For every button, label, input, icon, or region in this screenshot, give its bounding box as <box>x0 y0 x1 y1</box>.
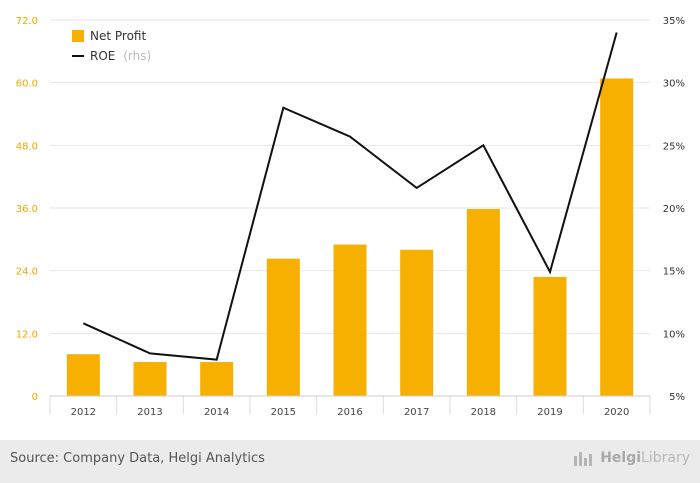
roe-line <box>82 32 618 361</box>
footer: Source: Company Data, Helgi Analytics He… <box>0 440 700 483</box>
axes: 0 12.0 24.0 36.0 48.0 60.0 72.0 5% 10% 15% 20% 25% 3… <box>16 16 685 418</box>
helgi-library-logo: Helgi Library <box>574 450 690 466</box>
net-profit-bars <box>66 78 634 396</box>
net-profit-bar <box>133 362 167 396</box>
left-tick-label: 36.0 <box>16 204 38 215</box>
x-tick-label: 2012 <box>71 407 96 418</box>
net-profit-bar <box>466 209 500 396</box>
legend-label-roe: ROE <box>90 49 115 63</box>
net-profit-bar <box>400 249 434 396</box>
legend: Net Profit ROE (rhs) <box>72 29 151 63</box>
library-logo-icon <box>574 450 596 466</box>
net-profit-bar <box>66 354 100 396</box>
logo-sub: Library <box>641 450 690 466</box>
legend-label-net-profit: Net Profit <box>90 29 146 43</box>
legend-swatch-net-profit <box>72 30 84 42</box>
right-tick-label: 30% <box>663 79 685 90</box>
net-profit-bar <box>600 78 634 396</box>
net-profit-bar <box>533 276 567 396</box>
right-tick-label: 25% <box>663 141 685 152</box>
roe-line-group <box>82 32 618 361</box>
x-tick-label: 2015 <box>271 407 296 418</box>
net-profit-bar <box>200 362 234 396</box>
x-tick-label: 2016 <box>337 407 362 418</box>
right-tick-label: 5% <box>669 392 685 403</box>
source-text: Source: Company Data, Helgi Analytics <box>10 451 265 466</box>
x-tick-label: 2018 <box>471 407 496 418</box>
right-tick-label: 35% <box>663 16 685 27</box>
net-profit-bar <box>333 244 367 396</box>
x-tick-label: 2013 <box>137 407 162 418</box>
legend-note-rhs: (rhs) <box>123 49 151 63</box>
net-profit-bar <box>266 258 300 396</box>
x-tick-label: 2020 <box>604 407 629 418</box>
right-tick-label: 20% <box>663 204 685 215</box>
left-tick-label: 24.0 <box>16 267 38 278</box>
logo-brand: Helgi <box>600 450 642 466</box>
grid <box>49 19 651 414</box>
svg-text:ROE (rhs): ROE (rhs) <box>90 49 151 63</box>
x-tick-label: 2014 <box>204 407 229 418</box>
left-tick-label: 72.0 <box>16 16 38 27</box>
right-tick-label: 15% <box>663 267 685 278</box>
right-tick-label: 10% <box>663 329 685 340</box>
left-tick-label: 60.0 <box>16 79 38 90</box>
x-tick-label: 2019 <box>537 407 562 418</box>
left-tick-label: 48.0 <box>16 141 38 152</box>
chart: 0 12.0 24.0 36.0 48.0 60.0 72.0 5% 10% 15% 20% 25% 3… <box>16 16 685 418</box>
x-tick-label: 2017 <box>404 407 429 418</box>
left-tick-label: 0 <box>32 392 38 403</box>
left-tick-label: 12.0 <box>16 329 38 340</box>
